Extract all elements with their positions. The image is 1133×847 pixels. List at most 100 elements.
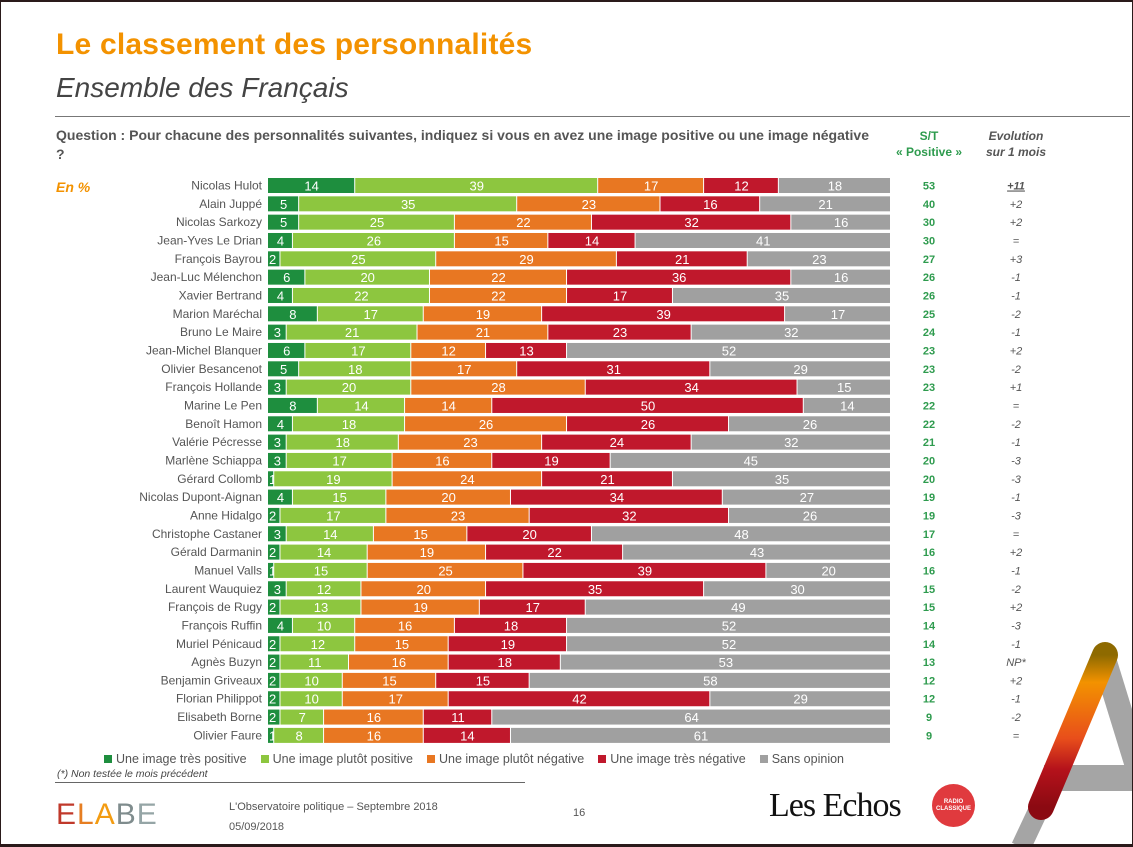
data-label: 52 — [722, 637, 736, 652]
data-label: 21 — [345, 325, 359, 340]
st-positive-value: 12 — [923, 694, 935, 706]
evolution-value: = — [1013, 235, 1020, 247]
evolution-value: -3 — [1011, 455, 1022, 467]
data-label: 35 — [588, 582, 602, 597]
category-label: François de Rugy — [168, 600, 262, 614]
data-label: 19 — [501, 637, 515, 652]
st-positive-value: 25 — [923, 309, 935, 321]
data-label: 58 — [703, 673, 717, 688]
bar-segment-tres-positive — [268, 691, 280, 707]
bar-row: Laurent Wauquiez 3 12 20 35 30 15 -2 — [165, 581, 1021, 597]
data-label: 24 — [460, 472, 474, 487]
data-label: 20 — [360, 270, 374, 285]
bar-segment-tres-positive — [268, 306, 317, 322]
bar-segment-tres-negative — [567, 269, 791, 285]
st-positive-value: 21 — [923, 437, 935, 449]
data-label: 36 — [672, 270, 686, 285]
data-label: 15 — [494, 233, 508, 248]
radio-logo-line1: RADIO — [943, 798, 964, 805]
bar-segment-plutot-positive — [274, 562, 367, 578]
bar-segment-plutot-positive — [286, 434, 398, 450]
st-positive-value: 13 — [923, 657, 935, 669]
bar-row: Muriel Pénicaud 2 12 15 19 52 14 -1 — [176, 636, 1021, 652]
bar-segment-plutot-negative — [348, 654, 448, 670]
data-label: 34 — [684, 380, 698, 395]
bar-segment-sans-opinion — [591, 526, 890, 542]
elabe-logo-letter: B — [115, 798, 137, 831]
data-label: 2 — [269, 692, 276, 707]
st-positive-value: 30 — [923, 235, 935, 247]
bar-segment-tres-positive — [268, 599, 280, 615]
bar-segment-plutot-negative — [355, 617, 454, 633]
bar-row: Jean-Yves Le Drian 4 26 15 14 41 30 = — [157, 232, 1020, 248]
legend-label: Une image plutôt positive — [272, 752, 413, 766]
data-label: 39 — [469, 179, 483, 194]
data-label: 18 — [504, 618, 518, 633]
bar-segment-tres-negative — [585, 379, 797, 395]
evolution-value: = — [1013, 529, 1020, 541]
bar-segment-plutot-positive — [299, 214, 454, 230]
bar-segment-tres-positive — [268, 709, 280, 725]
data-label: 26 — [367, 233, 381, 248]
bar-segment-sans-opinion — [691, 324, 890, 340]
bar-segment-plutot-negative — [417, 324, 548, 340]
data-label: 21 — [675, 252, 689, 267]
bar-segment-plutot-positive — [292, 287, 429, 303]
category-label: Laurent Wauquiez — [165, 582, 262, 596]
evolution-value: -1 — [1011, 437, 1021, 449]
data-label: 18 — [498, 655, 512, 670]
data-label: 4 — [277, 288, 284, 303]
bar-row: Xavier Bertrand 4 22 22 17 35 26 -1 — [179, 287, 1021, 303]
bar-segment-sans-opinion — [729, 507, 890, 523]
data-label: 20 — [417, 582, 431, 597]
bar-segment-tres-positive — [268, 269, 305, 285]
bar-segment-plutot-negative — [454, 232, 548, 248]
legend-item-tres-positive: Une image très positive — [104, 752, 247, 766]
bar-segment-tres-negative — [529, 507, 729, 523]
data-label: 14 — [317, 545, 331, 560]
bar-segment-plutot-positive — [292, 232, 454, 248]
st-positive-value: 19 — [923, 510, 935, 522]
data-label: 31 — [607, 362, 621, 377]
data-label: 3 — [274, 380, 281, 395]
data-label: 18 — [342, 417, 356, 432]
evolution-value: NP* — [1006, 657, 1026, 669]
data-label: 2 — [269, 508, 276, 523]
bar-row: Anne Hidalgo 2 17 23 32 26 19 -3 — [190, 507, 1022, 523]
evolution-value: -1 — [1011, 492, 1021, 504]
bar-segment-tres-negative — [492, 452, 610, 468]
legend-item-plutot-positive: Une image plutôt positive — [260, 752, 413, 766]
st-positive-value: 16 — [923, 547, 935, 559]
bar-segment-sans-opinion — [585, 599, 890, 615]
evolution-value: -2 — [1011, 364, 1021, 376]
bar-segment-tres-positive — [268, 232, 292, 248]
bar-segment-plutot-negative — [324, 727, 423, 743]
a-crossbar — [1044, 765, 1132, 791]
page-title: Le classement des personnalités — [56, 28, 533, 61]
data-label: 53 — [719, 655, 733, 670]
bar-segment-tres-negative — [479, 599, 585, 615]
bar-segment-sans-opinion — [672, 287, 890, 303]
bar-segment-plutot-positive — [280, 636, 355, 652]
data-label: 17 — [831, 307, 845, 322]
data-label: 20 — [441, 490, 455, 505]
elabe-logo-letter: E — [56, 798, 78, 831]
bar-segment-sans-opinion — [672, 471, 890, 487]
data-label: 41 — [756, 233, 770, 248]
bar-row: Olivier Faure 1 8 16 14 61 9 = — [193, 727, 1020, 743]
bar-segment-tres-positive — [268, 379, 286, 395]
category-label: Manuel Valls — [194, 563, 262, 577]
data-label: 14 — [441, 398, 455, 413]
bar-segment-tres-negative — [548, 232, 635, 248]
data-label: 22 — [516, 215, 530, 230]
data-label: 64 — [684, 710, 698, 725]
data-label: 25 — [351, 252, 365, 267]
evo-header-line1: Evolution — [988, 129, 1044, 143]
bar-row: Benjamin Griveaux 2 10 15 15 58 12 +2 — [161, 672, 1022, 688]
data-label: 4 — [277, 233, 284, 248]
data-label: 20 — [342, 380, 356, 395]
bar-segment-sans-opinion — [610, 452, 890, 468]
category-label: Alain Juppé — [199, 197, 262, 211]
st-positive-value: 17 — [923, 529, 935, 541]
